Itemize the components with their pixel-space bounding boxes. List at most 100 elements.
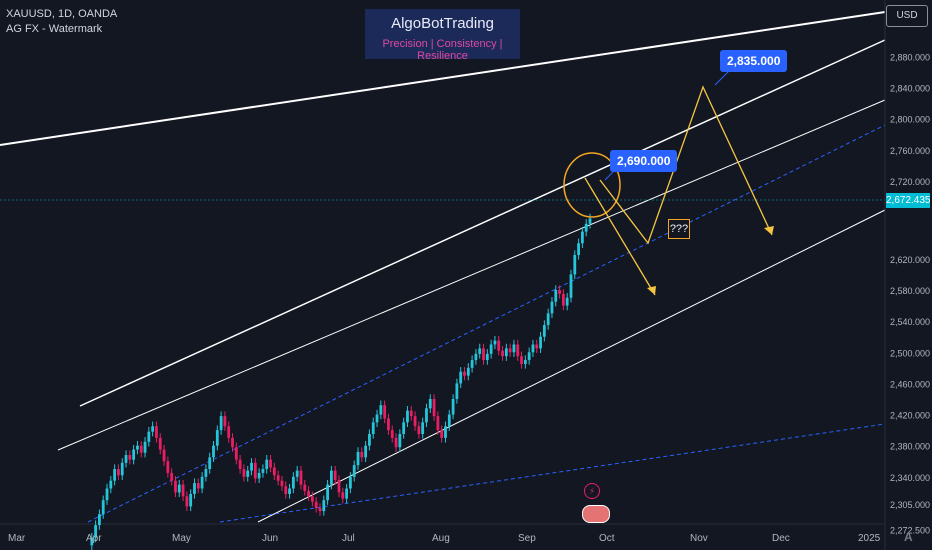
candle-body <box>250 462 253 471</box>
x-tick-label: Oct <box>599 533 615 544</box>
candle-body <box>588 218 592 224</box>
candle-body <box>409 410 413 417</box>
candle-body <box>322 500 326 512</box>
candle-body <box>234 447 238 460</box>
candle-body <box>265 459 269 470</box>
x-tick-label: Nov <box>690 533 708 544</box>
candle-body <box>212 445 215 458</box>
x-tick-label: Jun <box>262 533 278 544</box>
candle-body <box>120 462 124 476</box>
candle-body <box>269 459 272 468</box>
candle-body <box>345 488 349 499</box>
x-tick-label: Jul <box>342 533 355 544</box>
candle-body <box>554 290 558 302</box>
candle-body <box>185 496 189 507</box>
candle-body <box>371 422 375 435</box>
x-tick-label: May <box>172 533 191 544</box>
y-tick-label: 2,420.000 <box>890 411 930 421</box>
candle-body <box>440 430 444 438</box>
candle-body <box>128 455 132 460</box>
candle-body <box>136 445 139 450</box>
candle-body <box>329 470 333 485</box>
channel-upper-inner <box>57 99 886 451</box>
candle-body <box>189 493 193 507</box>
candle-body <box>546 313 550 326</box>
candle-body <box>523 360 527 364</box>
candle-body <box>478 348 482 354</box>
y-tick-label: 2,720.000 <box>890 177 930 187</box>
candle-body <box>379 405 383 415</box>
candle-body <box>341 492 345 499</box>
candle-body <box>455 383 459 399</box>
candle-body <box>303 484 307 491</box>
candle-body <box>356 451 360 466</box>
candle-body <box>227 426 231 438</box>
currency-button[interactable]: USD <box>886 5 928 27</box>
candle-body <box>151 426 155 432</box>
candle-body <box>470 360 474 368</box>
candle-body <box>105 488 109 501</box>
candle-body <box>387 418 390 431</box>
candle-body <box>573 254 577 275</box>
candle-body <box>261 469 265 473</box>
candle-body <box>417 426 421 435</box>
question-box[interactable]: ??? <box>668 219 690 239</box>
candle-body <box>539 336 542 349</box>
candle-body <box>482 348 485 361</box>
current-price-tag: 2,672.435 <box>886 193 931 208</box>
candle-body <box>375 414 379 423</box>
lightning-icon[interactable]: ⚡ <box>584 483 600 499</box>
candle-body <box>349 476 352 489</box>
candle-body <box>368 434 371 446</box>
candle-body <box>276 475 280 481</box>
candle-body <box>577 243 580 255</box>
candle-body <box>406 410 409 423</box>
candle-body <box>307 490 310 497</box>
callout-target-high[interactable]: 2,835.000 <box>720 50 788 72</box>
x-tick-label: 2025 <box>858 533 881 544</box>
y-tick-label: 2,760.000 <box>890 146 930 156</box>
candle-body <box>352 465 356 477</box>
candle-body <box>447 414 451 427</box>
candle-body <box>177 484 181 493</box>
candle-body <box>139 445 143 453</box>
channel-top <box>79 39 886 407</box>
projection-path-2 <box>584 177 656 296</box>
y-tick-label: 2,380.000 <box>890 442 930 452</box>
candle-body <box>508 348 512 353</box>
watermark-subtitle: AG FX - Watermark <box>6 23 103 35</box>
candle-body <box>497 340 501 351</box>
candle-body <box>516 344 520 357</box>
candle-body <box>565 297 569 306</box>
x-tick-label: Mar <box>8 533 26 544</box>
dashed-mid-line <box>87 124 886 523</box>
candle-body <box>94 525 98 538</box>
flag-events-icon[interactable] <box>582 505 610 523</box>
candle-body <box>413 416 417 427</box>
candle-body <box>295 470 299 477</box>
candle-body <box>158 437 162 450</box>
tradingview-logo-icon[interactable]: A <box>904 530 913 544</box>
y-tick-label: 2,840.000 <box>890 84 930 94</box>
candle-body <box>394 437 398 448</box>
candle-body <box>580 231 584 244</box>
candle-body <box>512 344 516 353</box>
candle-body <box>242 469 246 477</box>
y-tick-label: 2,460.000 <box>890 379 930 389</box>
candle-body <box>208 457 212 470</box>
candle-body <box>98 514 101 526</box>
candle-body <box>109 480 113 489</box>
candle-body <box>432 398 436 417</box>
candle-body <box>425 408 428 423</box>
callout-target-mid[interactable]: 2,690.000 <box>610 150 678 172</box>
candle-body <box>231 437 234 448</box>
channel-lines <box>0 0 886 550</box>
candle-body <box>333 470 337 480</box>
arrow-head-1 <box>647 286 656 295</box>
candle-body <box>132 449 136 460</box>
candle-body <box>166 461 170 473</box>
candle-body <box>284 486 288 494</box>
candle-body <box>390 430 394 438</box>
channel-bottom <box>257 209 886 523</box>
